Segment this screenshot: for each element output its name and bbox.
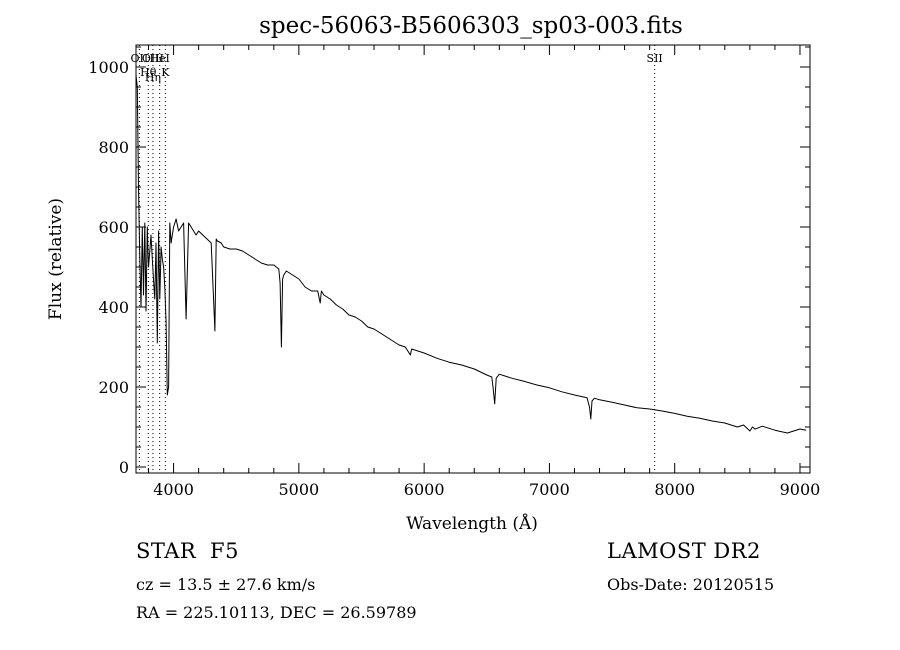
line-marker-label: K <box>161 66 170 79</box>
y-tick-label: 400 <box>98 298 129 317</box>
y-tick-label: 1000 <box>88 58 129 77</box>
x-tick-label: 5000 <box>279 480 320 499</box>
survey-name: LAMOST DR2 <box>607 539 761 563</box>
y-tick-label: 800 <box>98 138 129 157</box>
y-tick-label: 600 <box>98 218 129 237</box>
obs-date: Obs-Date: 20120515 <box>607 575 775 594</box>
line-marker-label: OIII <box>142 52 164 65</box>
line-marker-label: HeI <box>149 52 169 65</box>
spectrum-series <box>135 74 807 434</box>
chart-title: spec-56063-B5606303_sp03-003.fits <box>259 13 683 39</box>
object-class: STAR <box>136 539 197 563</box>
redshift-text: cz = 13.5 ± 27.6 km/s <box>136 575 316 594</box>
plot-frame <box>135 44 811 474</box>
line-marker-label: OII <box>131 52 149 65</box>
y-tick-label: 0 <box>119 458 129 477</box>
x-tick-label: 6000 <box>404 480 445 499</box>
line-marker-label: SII <box>647 52 663 65</box>
x-tick-label: 8000 <box>654 480 695 499</box>
x-tick-label: 7000 <box>529 480 570 499</box>
x-axis-label: Wavelength (Å) <box>406 513 538 534</box>
object-subclass: F5 <box>210 539 239 563</box>
y-axis-label: Flux (relative) <box>46 198 66 320</box>
coordinates: RA = 225.10113, DEC = 26.59789 <box>136 603 417 622</box>
x-tick-label: 4000 <box>153 480 194 499</box>
x-tick-label: 9000 <box>780 480 821 499</box>
y-tick-label: 200 <box>98 378 129 397</box>
line-marker-label: Hη <box>145 71 161 84</box>
